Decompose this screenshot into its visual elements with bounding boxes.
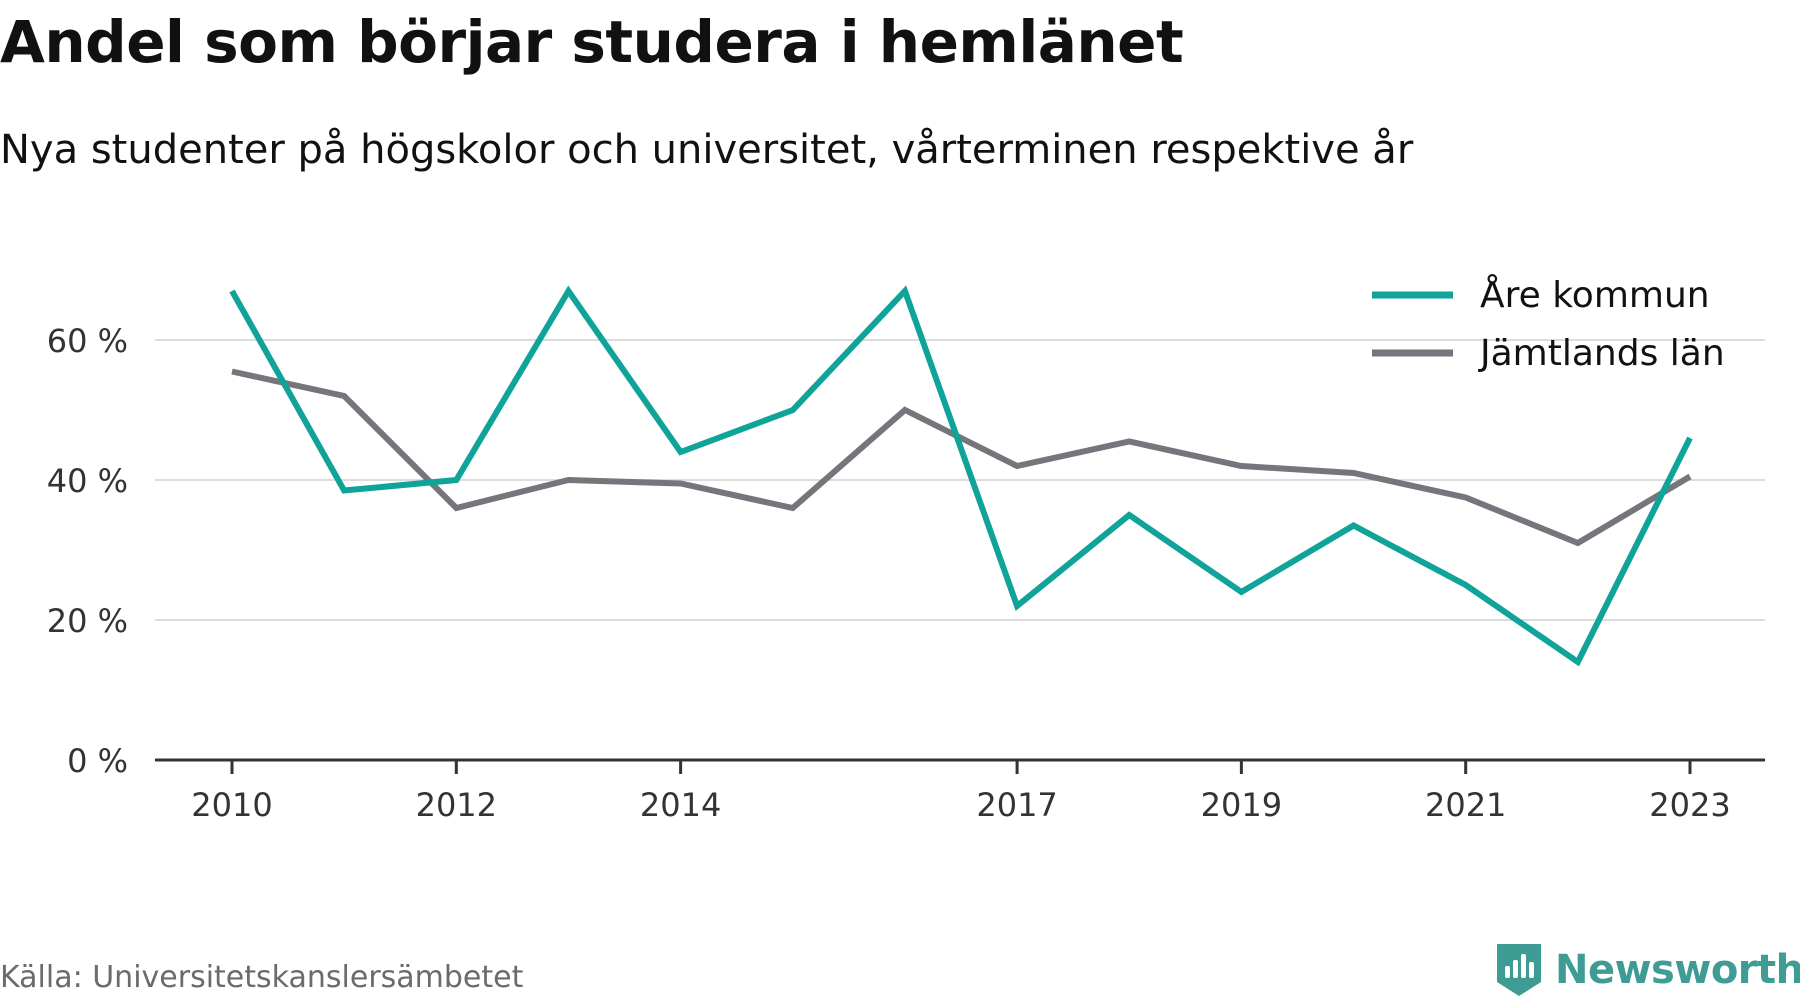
source-note: Källa: Universitetskanslersämbetet (0, 960, 524, 995)
x-tick-label: 2010 (191, 786, 272, 824)
chart-title: Andel som börjar studera i hemlänet (0, 8, 1184, 76)
y-tick-label: 20 % (47, 602, 128, 640)
y-tick-label: 0 % (67, 742, 128, 780)
y-tick-label: 60 % (47, 322, 128, 360)
x-tick-label: 2014 (640, 786, 721, 824)
axes: 0 % 20 % 40 % 60 % 2010 2012 2014 2017 2019 2021 2… (47, 322, 1765, 824)
gridlines (155, 339, 1765, 621)
legend-label: Jämtlands län (1478, 333, 1725, 374)
legend: Åre kommun Jämtlands län (1372, 273, 1725, 374)
series-line-1 (231, 368, 1692, 547)
bar-chart-shield-icon (1497, 944, 1541, 996)
x-tick-label: 2023 (1649, 786, 1730, 824)
x-tick-label: 2019 (1201, 786, 1282, 824)
x-tick-label: 2012 (416, 786, 497, 824)
y-tick-label: 40 % (47, 462, 128, 500)
chart-subtitle: Nya studenter på högskolor och universit… (0, 127, 1414, 173)
x-tick-label: 2017 (976, 786, 1057, 824)
brand-name: Newsworthy (1555, 947, 1800, 993)
series-lines (229, 285, 1693, 667)
brand-logo: Newsworthy (1493, 940, 1800, 1000)
legend-label: Åre kommun (1480, 273, 1710, 316)
x-tick-label: 2021 (1425, 786, 1506, 824)
series-line-0 (229, 285, 1693, 667)
